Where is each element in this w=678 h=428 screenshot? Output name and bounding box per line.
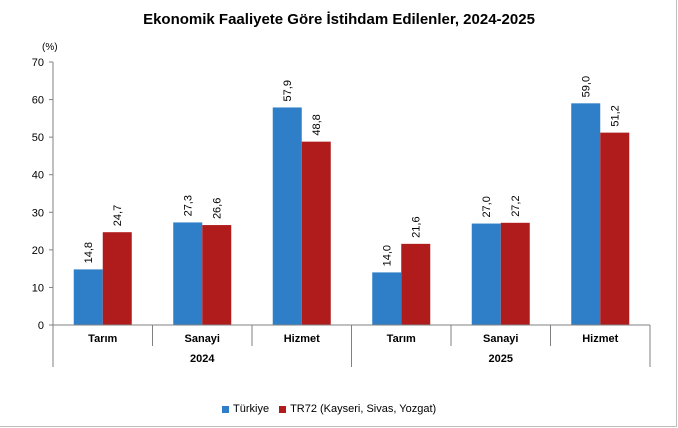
- data-label: 14,0: [382, 245, 394, 266]
- bar-turkiye: [73, 269, 103, 325]
- bar-tr72: [401, 243, 431, 325]
- x-category-label: Tarım: [387, 333, 416, 345]
- legend-item-turkiye: Türkiye: [222, 403, 269, 415]
- chart-title: Ekonomik Faaliyete Göre İstihdam Edilenl…: [143, 11, 535, 28]
- data-label: 21,6: [411, 216, 423, 237]
- data-label: 26,6: [212, 198, 224, 219]
- x-category-label: Hizmet: [284, 333, 320, 345]
- y-tick-label: 20: [32, 245, 44, 257]
- y-tick-label: 0: [38, 320, 44, 332]
- data-label: 57,9: [282, 80, 294, 101]
- data-label: 59,0: [581, 76, 593, 97]
- y-tick-label: 50: [32, 132, 44, 144]
- legend-label-turkiye: Türkiye: [233, 403, 270, 415]
- bar-turkiye: [571, 103, 601, 325]
- bar-turkiye: [471, 223, 501, 325]
- y-tick-label: 60: [32, 95, 44, 107]
- bar-tr72: [102, 232, 132, 325]
- x-category-label: Tarım: [88, 333, 117, 345]
- data-label: 14,8: [83, 242, 95, 263]
- legend: Türkiye TR72 (Kayseri, Sivas, Yozgat): [222, 403, 446, 415]
- x-group-label: 2024: [190, 353, 215, 365]
- x-category-label: Sanayi: [185, 333, 220, 345]
- y-tick-label: 10: [32, 282, 44, 294]
- legend-swatch-tr72: [279, 405, 287, 413]
- data-label: 48,8: [311, 114, 323, 135]
- y-tick-label: 70: [32, 57, 44, 69]
- legend-label-tr72: TR72 (Kayseri, Sivas, Yozgat): [290, 403, 437, 415]
- legend-item-tr72: TR72 (Kayseri, Sivas, Yozgat): [279, 403, 436, 415]
- data-label: 27,3: [183, 195, 195, 216]
- bar-turkiye: [173, 222, 203, 325]
- data-label: 27,0: [481, 196, 493, 217]
- bar-turkiye: [272, 107, 302, 325]
- data-label: 27,2: [510, 195, 522, 216]
- bar-tr72: [301, 141, 331, 325]
- bar-tr72: [202, 225, 232, 325]
- x-category-label: Sanayi: [483, 333, 518, 345]
- y-axis-unit-label: (%): [42, 42, 58, 53]
- legend-swatch-turkiye: [222, 405, 229, 413]
- data-label: 51,2: [610, 105, 622, 126]
- y-tick-label: 40: [32, 170, 44, 182]
- bar-tr72: [500, 222, 530, 325]
- y-tick-label: 30: [32, 207, 44, 219]
- x-group-label: 2025: [489, 353, 513, 365]
- bar-turkiye: [372, 272, 402, 325]
- x-category-label: Hizmet: [582, 333, 618, 345]
- data-label: 24,7: [112, 205, 124, 226]
- bar-tr72: [600, 132, 630, 325]
